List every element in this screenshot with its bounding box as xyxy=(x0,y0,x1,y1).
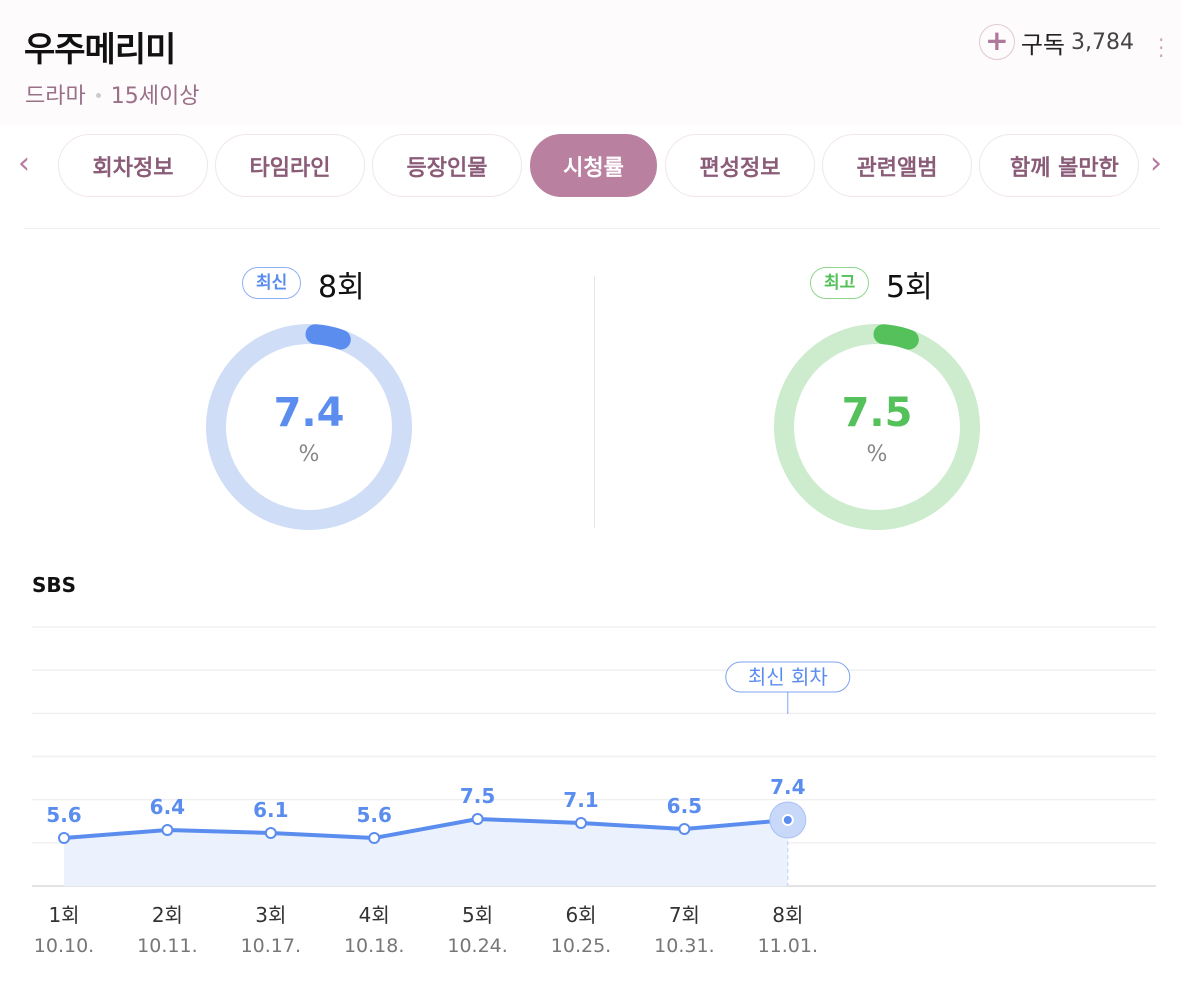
program-title: 우주메리미 xyxy=(24,30,176,70)
data-label: 5.6 xyxy=(356,803,391,827)
x-tick-date: 10.24. xyxy=(447,935,507,957)
x-tick-episode: 2회 xyxy=(152,903,183,927)
x-tick-episode: 4회 xyxy=(359,903,390,927)
data-point xyxy=(264,827,277,839)
x-tick-date: 10.11. xyxy=(137,935,197,957)
tab-characters[interactable]: 등장인물 xyxy=(372,134,522,197)
area-fill xyxy=(64,819,788,886)
best-rating-value: 7.5 xyxy=(841,390,913,436)
x-tick-date: 10.17. xyxy=(241,935,301,957)
genre: 드라마 xyxy=(25,84,86,109)
subscribe-count: 3,784 xyxy=(1071,29,1134,55)
series-line xyxy=(63,817,788,840)
program-meta: 드라마 15세이상 xyxy=(25,78,199,110)
latest-episode: 8회 xyxy=(318,270,365,305)
x-tick-episode: 7회 xyxy=(669,903,700,927)
annotation-bubble xyxy=(725,661,851,693)
data-point xyxy=(575,817,587,829)
donut-arc xyxy=(873,324,919,350)
best-badge: 최고 xyxy=(810,267,870,299)
broadcaster-label: SBS xyxy=(32,573,77,597)
data-point xyxy=(368,832,381,844)
x-tick-date: 10.25. xyxy=(551,935,611,957)
tab-ratings[interactable]: 시청률 xyxy=(530,134,657,197)
ratings-line-chart: 최신 회차 5.6 1회 10.10. 6.4 2회 10.11. 6.1 3회 10.17. 5.… xyxy=(32,626,1156,957)
tabs-next-chevron-icon[interactable]: › xyxy=(1150,146,1162,181)
x-tick-date: 10.10. xyxy=(34,935,94,957)
data-point xyxy=(161,824,174,836)
subscribe-label: 구독 xyxy=(1020,30,1066,59)
data-label: 7.1 xyxy=(563,788,598,812)
more-menu-icon[interactable]: · · · xyxy=(1158,28,1165,68)
program-header: 우주메리미 드라마 15세이상 + 구독 3,784 · · · xyxy=(0,0,1182,125)
latest-rating-value: 7.4 xyxy=(273,390,345,436)
x-tick-date: 10.18. xyxy=(344,935,404,957)
x-tick-episode: 1회 xyxy=(48,903,79,927)
data-label: 6.4 xyxy=(150,795,185,819)
data-point xyxy=(781,814,794,826)
donut-arc xyxy=(305,324,351,350)
data-label: 7.4 xyxy=(770,775,805,799)
data-label: 6.5 xyxy=(667,794,702,818)
divider xyxy=(594,276,595,528)
x-tick-episode: 8회 xyxy=(772,903,803,927)
percent-unit: % xyxy=(866,442,888,467)
latest-badge: 최신 xyxy=(242,267,302,299)
tab-albums[interactable]: 관련앨범 xyxy=(822,134,972,197)
data-label: 5.6 xyxy=(46,803,81,827)
tabs-prev-chevron-icon[interactable]: ‹ xyxy=(18,146,30,181)
x-tick-episode: 5회 xyxy=(462,903,493,927)
x-tick-episode: 3회 xyxy=(255,903,286,927)
tab-recommended[interactable]: 함께 볼만한 xyxy=(979,134,1139,197)
x-tick-date: 11.01. xyxy=(758,935,818,957)
tab-timeline[interactable]: 타임라인 xyxy=(215,134,365,197)
x-tick-date: 10.31. xyxy=(654,935,714,957)
divider xyxy=(24,228,1160,229)
x-tick-episode: 6회 xyxy=(565,903,596,927)
tab-episodes[interactable]: 회차정보 xyxy=(58,134,208,197)
data-point xyxy=(58,832,70,844)
data-label: 7.5 xyxy=(460,784,495,808)
best-rating-donut xyxy=(774,324,980,530)
separator-dot xyxy=(95,93,101,98)
data-point xyxy=(471,813,484,825)
percent-unit: % xyxy=(298,442,320,467)
plus-icon: + xyxy=(978,24,1015,60)
best-episode: 5회 xyxy=(886,270,933,305)
tab-bar: 회차정보 타임라인 등장인물 시청률 편성정보 관련앨범 함께 볼만한 xyxy=(0,134,1182,198)
annotation-label: 최신 회차 xyxy=(748,665,828,689)
latest-rating-donut xyxy=(206,324,412,530)
subscribe-button[interactable]: + 구독 3,784 xyxy=(978,24,1134,60)
tab-schedule[interactable]: 편성정보 xyxy=(665,134,815,197)
age-rating: 15세이상 xyxy=(110,84,200,109)
data-label: 6.1 xyxy=(253,798,288,822)
data-point xyxy=(678,823,691,835)
